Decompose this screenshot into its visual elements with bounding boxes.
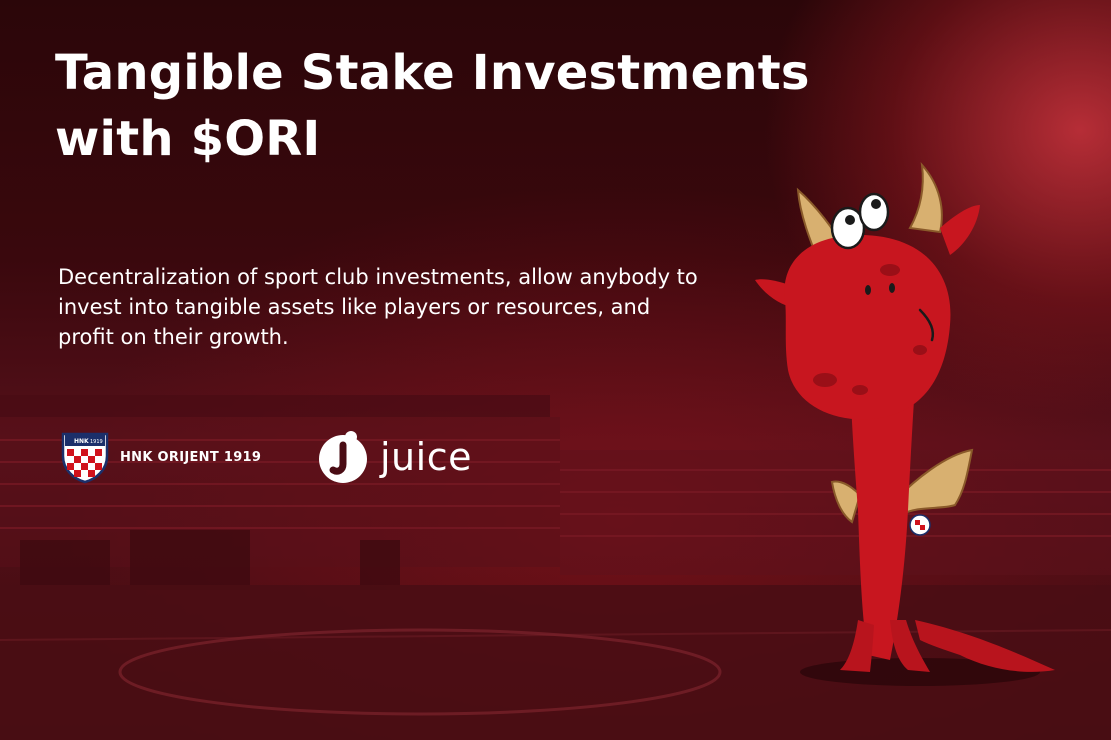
club-name: HNK ORIJENT 1919 — [120, 449, 262, 465]
crest-text-year: 1919 — [90, 439, 103, 445]
crest-text-hnk: HNK — [74, 438, 89, 445]
juice-name: juice — [380, 435, 472, 479]
club-logo: HNK 1919 HNK ORIJENT 1919 — [60, 430, 261, 484]
juice-logo: juice — [314, 428, 472, 486]
club-crest-icon: HNK 1919 — [61, 432, 109, 484]
red-dragon-mascot — [755, 161, 1055, 672]
headline-line-1: Tangible Stake Investments — [55, 45, 810, 101]
headline: Tangible Stake Investments with $ORI — [55, 40, 875, 172]
headline-line-2: with $ORI — [55, 111, 321, 167]
juice-logo-icon — [319, 431, 367, 483]
description: Decentralization of sport club investmen… — [58, 265, 698, 349]
